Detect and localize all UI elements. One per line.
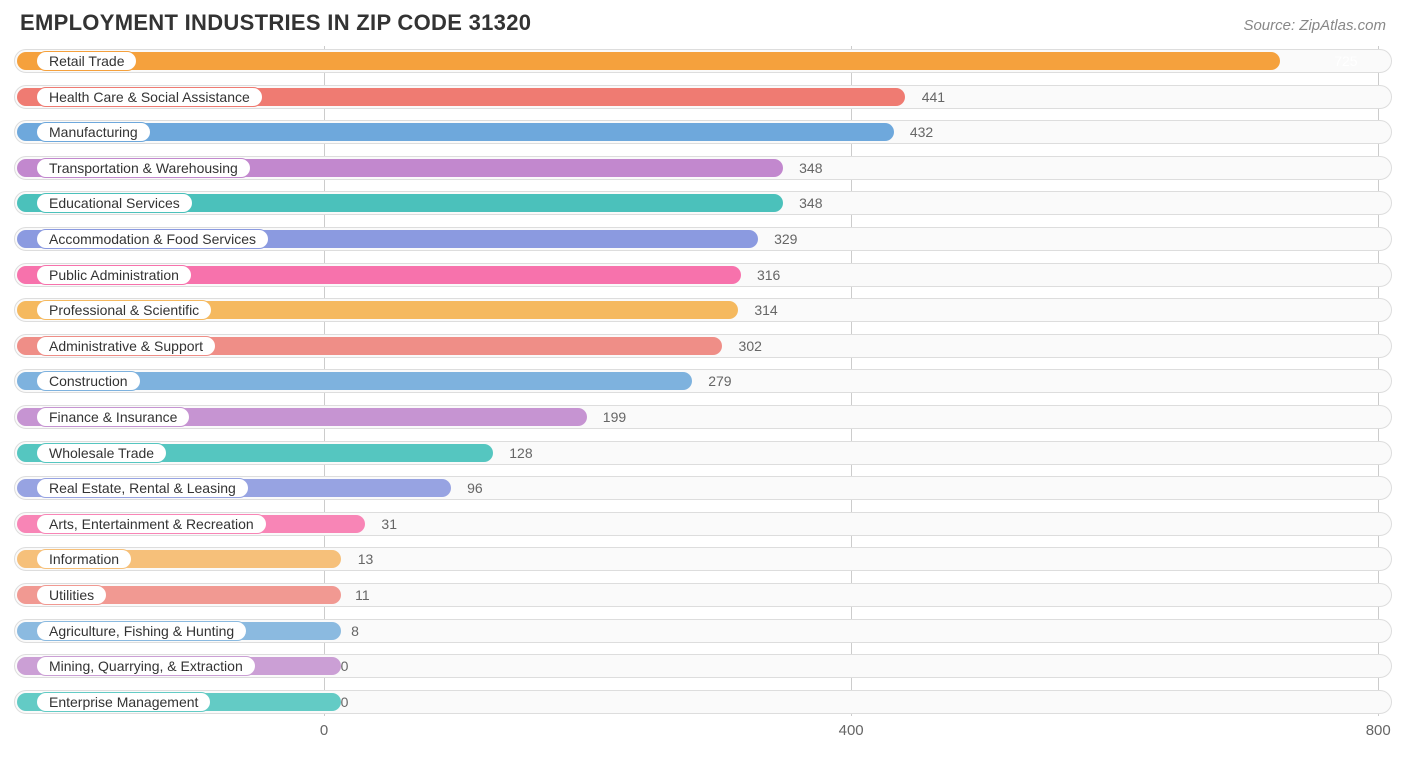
bar-value: 316 <box>757 267 780 283</box>
bar-value: 31 <box>381 516 397 532</box>
x-axis-tick: 400 <box>839 722 864 739</box>
bar-label: Mining, Quarrying, & Extraction <box>36 656 256 676</box>
bar-label: Arts, Entertainment & Recreation <box>36 514 267 534</box>
bar-value: 0 <box>341 694 349 710</box>
bar-label: Health Care & Social Assistance <box>36 87 263 107</box>
bar-value: 11 <box>355 587 370 603</box>
bar-label: Transportation & Warehousing <box>36 158 251 178</box>
bar-label: Educational Services <box>36 193 193 213</box>
bar-value: 348 <box>799 160 822 176</box>
bar-fill <box>17 52 1280 70</box>
bar-value: 279 <box>708 373 731 389</box>
x-axis-tick: 0 <box>320 722 328 739</box>
bar-label: Administrative & Support <box>36 336 216 356</box>
bar-value: 128 <box>509 445 532 461</box>
bar-row: Agriculture, Fishing & Hunting 8 <box>14 616 1392 646</box>
bar-row: Manufacturing 432 <box>14 117 1392 147</box>
bar-label: Finance & Insurance <box>36 407 190 427</box>
bar-label: Retail Trade <box>36 51 137 71</box>
bar-value: 432 <box>910 124 933 140</box>
bar-value: 441 <box>922 89 945 105</box>
bar-row: Wholesale Trade 128 <box>14 438 1392 468</box>
bar-value: 302 <box>739 338 762 354</box>
chart-header: EMPLOYMENT INDUSTRIES IN ZIP CODE 31320 … <box>0 0 1406 42</box>
bar-row: Information 13 <box>14 544 1392 574</box>
bar-label: Accommodation & Food Services <box>36 229 269 249</box>
bar-row: Transportation & Warehousing 348 <box>14 153 1392 183</box>
bar-row: Utilities 11 <box>14 580 1392 610</box>
bar-value: 96 <box>467 480 483 496</box>
chart-title: EMPLOYMENT INDUSTRIES IN ZIP CODE 31320 <box>20 10 531 36</box>
bar-label: Construction <box>36 371 141 391</box>
bar-row: Administrative & Support 302 <box>14 331 1392 361</box>
bar-label: Real Estate, Rental & Leasing <box>36 478 249 498</box>
bar-value: 348 <box>799 195 822 211</box>
bar-row: Finance & Insurance 199 <box>14 402 1392 432</box>
bar-row: Mining, Quarrying, & Extraction 0 <box>14 651 1392 681</box>
chart-source: Source: ZipAtlas.com <box>1243 17 1386 34</box>
bar-value: 314 <box>754 302 777 318</box>
bar-row: Educational Services 348 <box>14 188 1392 218</box>
bar-row: Professional & Scientific 314 <box>14 295 1392 325</box>
bar-label: Enterprise Management <box>36 692 211 712</box>
bar-row: Accommodation & Food Services 329 <box>14 224 1392 254</box>
x-axis-tick: 800 <box>1366 722 1391 739</box>
bar-value: 0 <box>341 658 349 674</box>
bars-container: Retail Trade 725 Health Care & Social Assi… <box>14 46 1392 717</box>
bar-value: 13 <box>358 551 374 567</box>
bar-row: Arts, Entertainment & Recreation 31 <box>14 509 1392 539</box>
bar-label: Information <box>36 549 132 569</box>
bar-row: Public Administration 316 <box>14 260 1392 290</box>
bar-label: Professional & Scientific <box>36 300 212 320</box>
bar-row: Construction 279 <box>14 366 1392 396</box>
bar-row: Real Estate, Rental & Leasing 96 <box>14 473 1392 503</box>
chart-area: Retail Trade 725 Health Care & Social Assi… <box>14 46 1392 746</box>
bar-value: 329 <box>774 231 797 247</box>
x-axis: 0 400 800 <box>14 720 1392 746</box>
bar-row: Enterprise Management 0 <box>14 687 1392 717</box>
bar-label: Manufacturing <box>36 122 151 142</box>
bar-label: Public Administration <box>36 265 192 285</box>
bar-value: 725 <box>1334 53 1357 69</box>
bar-row: Retail Trade 725 <box>14 46 1392 76</box>
bar-value: 199 <box>603 409 626 425</box>
bar-label: Utilities <box>36 585 107 605</box>
bar-value: 8 <box>351 623 359 639</box>
bar-row: Health Care & Social Assistance 441 <box>14 82 1392 112</box>
bar-label: Agriculture, Fishing & Hunting <box>36 621 247 641</box>
bar-label: Wholesale Trade <box>36 443 167 463</box>
